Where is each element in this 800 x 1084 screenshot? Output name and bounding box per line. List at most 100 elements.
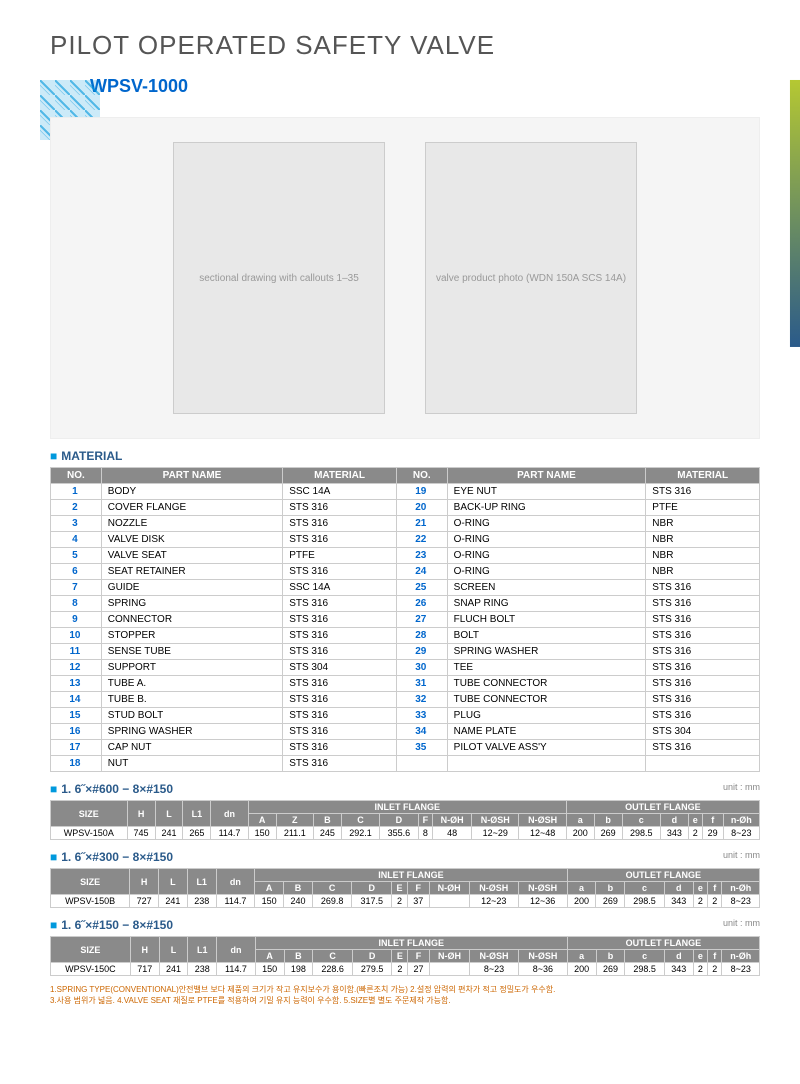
mat-part: TUBE B. xyxy=(101,692,282,708)
mat-no2: 33 xyxy=(396,708,447,724)
mat-part: NUT xyxy=(101,756,282,772)
mat-material2: STS 304 xyxy=(646,724,760,740)
dim-row: WPSV-150B727241238114.7150240269.8317.52… xyxy=(51,895,760,908)
mat-part2: PLUG xyxy=(447,708,646,724)
th-no2: NO. xyxy=(396,468,447,484)
mat-material: STS 316 xyxy=(283,612,397,628)
mat-material: STS 316 xyxy=(283,516,397,532)
sectional-drawing: sectional drawing with callouts 1–35 xyxy=(173,142,385,414)
mat-no2 xyxy=(396,756,447,772)
mat-material: PTFE xyxy=(283,548,397,564)
th-part2: PART NAME xyxy=(447,468,646,484)
material-row: 13TUBE A.STS 31631TUBE CONNECTORSTS 316 xyxy=(51,676,760,692)
mat-part2: BOLT xyxy=(447,628,646,644)
dim-section-label: 1. 6˝×#600 − 8×#150 xyxy=(50,782,760,796)
mat-material2: NBR xyxy=(646,516,760,532)
dimension-table: SIZEHLL1dnINLET FLANGEOUTLET FLANGEAZBCD… xyxy=(50,800,760,840)
mat-part2: BACK-UP RING xyxy=(447,500,646,516)
mat-no: 16 xyxy=(51,724,102,740)
mat-material2: STS 316 xyxy=(646,580,760,596)
mat-part2: O-RING xyxy=(447,532,646,548)
material-row: 15STUD BOLTSTS 31633PLUGSTS 316 xyxy=(51,708,760,724)
mat-no: 10 xyxy=(51,628,102,644)
mat-no: 11 xyxy=(51,644,102,660)
mat-material: STS 316 xyxy=(283,724,397,740)
material-row: 8SPRINGSTS 31626SNAP RINGSTS 316 xyxy=(51,596,760,612)
mat-material2: STS 316 xyxy=(646,708,760,724)
side-label: VALVE & EQUIPMENT DIVISION VALVE & INSTR… xyxy=(790,80,800,347)
mat-material2: STS 316 xyxy=(646,596,760,612)
mat-material: STS 316 xyxy=(283,500,397,516)
mat-no2: 35 xyxy=(396,740,447,756)
mat-no2: 22 xyxy=(396,532,447,548)
mat-material2: PTFE xyxy=(646,500,760,516)
mat-material2: STS 316 xyxy=(646,692,760,708)
dim-row: WPSV-150C717241238114.7150198228.6279.52… xyxy=(51,963,760,976)
mat-material: SSC 14A xyxy=(283,484,397,500)
footnotes: 1.SPRING TYPE(CONVENTIONAL)안전밸브 보다 제품의 크… xyxy=(50,984,760,1006)
th-part: PART NAME xyxy=(101,468,282,484)
figure-area: sectional drawing with callouts 1–35 val… xyxy=(50,117,760,439)
mat-part2: O-RING xyxy=(447,516,646,532)
product-photo: valve product photo (WDN 150A SCS 14A) xyxy=(425,142,637,414)
mat-material: STS 316 xyxy=(283,676,397,692)
mat-part2: SCREEN xyxy=(447,580,646,596)
mat-no: 8 xyxy=(51,596,102,612)
mat-no2: 27 xyxy=(396,612,447,628)
mat-part: BODY xyxy=(101,484,282,500)
mat-part: CAP NUT xyxy=(101,740,282,756)
mat-material: STS 316 xyxy=(283,708,397,724)
mat-material: SSC 14A xyxy=(283,580,397,596)
mat-no: 13 xyxy=(51,676,102,692)
mat-part: SPRING WASHER xyxy=(101,724,282,740)
mat-no: 2 xyxy=(51,500,102,516)
mat-material: STS 316 xyxy=(283,740,397,756)
material-row: 14TUBE B.STS 31632TUBE CONNECTORSTS 316 xyxy=(51,692,760,708)
material-label: MATERIAL xyxy=(50,449,760,463)
mat-no2: 32 xyxy=(396,692,447,708)
mat-no: 9 xyxy=(51,612,102,628)
mat-part2: NAME PLATE xyxy=(447,724,646,740)
material-row: 16SPRING WASHERSTS 31634NAME PLATESTS 30… xyxy=(51,724,760,740)
unit-label: unit : mm xyxy=(723,850,760,860)
mat-material: STS 316 xyxy=(283,628,397,644)
material-row: 6SEAT RETAINERSTS 31624O-RINGNBR xyxy=(51,564,760,580)
mat-no: 1 xyxy=(51,484,102,500)
mat-material2: STS 316 xyxy=(646,612,760,628)
mat-part: NOZZLE xyxy=(101,516,282,532)
th-no: NO. xyxy=(51,468,102,484)
material-row: 17CAP NUTSTS 31635PILOT VALVE ASS'YSTS 3… xyxy=(51,740,760,756)
material-row: 9CONNECTORSTS 31627FLUCH BOLTSTS 316 xyxy=(51,612,760,628)
mat-part2: O-RING xyxy=(447,564,646,580)
mat-no2: 34 xyxy=(396,724,447,740)
mat-no: 17 xyxy=(51,740,102,756)
mat-material: STS 316 xyxy=(283,756,397,772)
dimension-table: SIZEHLL1dnINLET FLANGEOUTLET FLANGEABCDE… xyxy=(50,868,760,908)
material-row: 3NOZZLESTS 31621O-RINGNBR xyxy=(51,516,760,532)
mat-material2 xyxy=(646,756,760,772)
mat-part: VALVE SEAT xyxy=(101,548,282,564)
mat-part2: SPRING WASHER xyxy=(447,644,646,660)
mat-material: STS 316 xyxy=(283,532,397,548)
material-row: 5VALVE SEATPTFE23O-RINGNBR xyxy=(51,548,760,564)
mat-no2: 25 xyxy=(396,580,447,596)
footnote-1: 1.SPRING TYPE(CONVENTIONAL)안전밸브 보다 제품의 크… xyxy=(50,984,760,995)
mat-part2: PILOT VALVE ASS'Y xyxy=(447,740,646,756)
material-row: 10STOPPERSTS 31628BOLTSTS 316 xyxy=(51,628,760,644)
mat-no2: 21 xyxy=(396,516,447,532)
material-row: 7GUIDESSC 14A25SCREENSTS 316 xyxy=(51,580,760,596)
th-mat: MATERIAL xyxy=(283,468,397,484)
mat-part: VALVE DISK xyxy=(101,532,282,548)
mat-no2: 28 xyxy=(396,628,447,644)
mat-part: SPRING xyxy=(101,596,282,612)
mat-no2: 26 xyxy=(396,596,447,612)
dim-row: WPSV-150A745241265114.7150211.1245292.13… xyxy=(51,827,760,840)
mat-material2: STS 316 xyxy=(646,740,760,756)
mat-no: 18 xyxy=(51,756,102,772)
dim-section-label: 1. 6˝×#150 − 8×#150 xyxy=(50,918,760,932)
mat-material: STS 304 xyxy=(283,660,397,676)
mat-part: STUD BOLT xyxy=(101,708,282,724)
mat-no: 3 xyxy=(51,516,102,532)
mat-no2: 20 xyxy=(396,500,447,516)
mat-part2: TEE xyxy=(447,660,646,676)
